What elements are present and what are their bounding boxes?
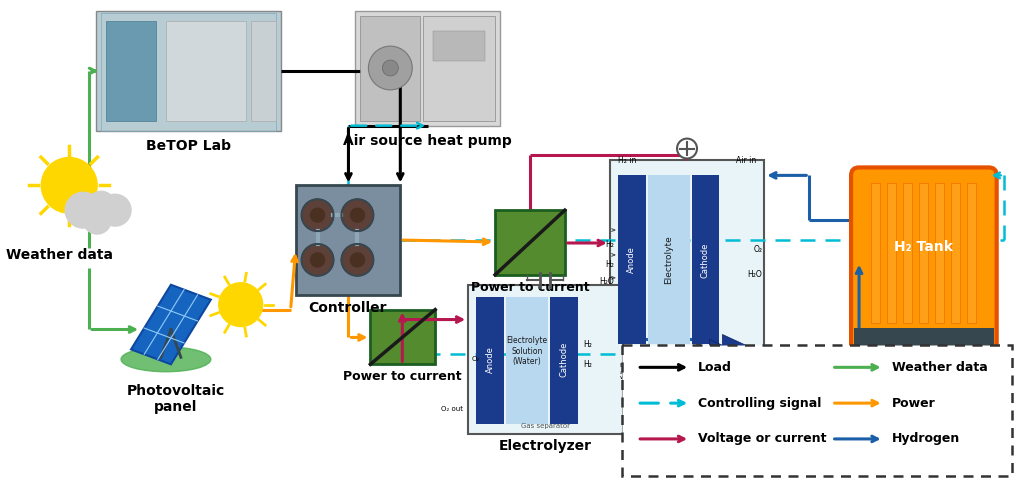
Text: Weather data: Weather data	[6, 248, 114, 262]
Circle shape	[302, 199, 334, 231]
Text: H₂: H₂	[605, 260, 613, 270]
Bar	[106, 21, 156, 121]
Circle shape	[677, 138, 697, 158]
Text: Hydrogen: Hydrogen	[892, 432, 959, 445]
Text: H₂O: H₂O	[599, 277, 613, 286]
Text: Cathode: Cathode	[701, 242, 710, 278]
Bar	[967, 183, 976, 322]
Circle shape	[350, 253, 365, 267]
Bar	[691, 175, 720, 345]
Circle shape	[350, 208, 365, 222]
Text: Weather data: Weather data	[892, 361, 987, 374]
Bar	[919, 183, 928, 322]
Text: O₂: O₂	[472, 356, 480, 363]
Text: Anode: Anode	[485, 346, 495, 373]
Circle shape	[341, 199, 374, 231]
Text: H₂: H₂	[583, 360, 592, 369]
Polygon shape	[696, 345, 730, 374]
FancyBboxPatch shape	[859, 328, 989, 348]
Text: Photovoltaic
panel: Photovoltaic panel	[127, 384, 225, 414]
Ellipse shape	[121, 347, 211, 372]
Text: H₂ in: H₂ in	[617, 156, 636, 166]
Text: Gas separator: Gas separator	[521, 423, 570, 429]
Bar	[371, 310, 435, 364]
Bar	[935, 183, 944, 322]
Circle shape	[87, 191, 115, 219]
Bar	[903, 183, 912, 322]
Text: Air source heat pump: Air source heat pump	[343, 134, 512, 148]
Text: H₂: H₂	[605, 241, 613, 249]
Bar	[951, 183, 959, 322]
Bar	[476, 297, 504, 424]
Text: H₂ out: H₂ out	[628, 406, 649, 412]
Text: Fuel cell: Fuel cell	[654, 363, 719, 378]
Polygon shape	[131, 285, 211, 364]
Bar	[468, 285, 623, 434]
Text: Voltage or current: Voltage or current	[698, 432, 826, 445]
Text: Excess gas
and/or
water out: Excess gas and/or water out	[620, 363, 654, 380]
Bar	[609, 161, 764, 359]
Text: Load: Load	[698, 361, 732, 374]
Text: Electrolyte: Electrolyte	[665, 236, 673, 284]
Bar	[887, 183, 896, 322]
Text: Compressor: Compressor	[708, 399, 792, 412]
Bar	[423, 16, 495, 121]
Circle shape	[369, 46, 413, 90]
FancyBboxPatch shape	[623, 346, 1013, 476]
Text: Anode: Anode	[627, 246, 636, 273]
Text: Unused air
and/or
water out: Unused air and/or water out	[725, 363, 760, 380]
Bar	[617, 175, 646, 345]
Bar	[251, 21, 275, 121]
Polygon shape	[722, 334, 776, 384]
Circle shape	[219, 283, 263, 327]
Text: Power to current: Power to current	[343, 370, 462, 383]
Bar	[96, 11, 281, 131]
Text: Controller: Controller	[308, 301, 387, 315]
Circle shape	[66, 192, 101, 228]
Bar	[506, 297, 548, 424]
Bar	[495, 210, 565, 275]
Bar	[871, 183, 880, 322]
Circle shape	[341, 244, 374, 276]
Text: Controlling signal: Controlling signal	[698, 396, 821, 409]
Text: H₂ Tank: H₂ Tank	[894, 241, 953, 255]
Circle shape	[99, 194, 131, 226]
Text: Power: Power	[892, 396, 935, 409]
Circle shape	[382, 60, 398, 76]
Circle shape	[310, 253, 325, 267]
Bar	[101, 14, 275, 131]
Text: BeTOP Lab: BeTOP Lab	[145, 138, 230, 152]
Circle shape	[302, 244, 334, 276]
Bar	[854, 328, 993, 352]
Text: H₂O: H₂O	[748, 270, 762, 279]
Text: Power to current: Power to current	[471, 281, 589, 294]
Bar	[166, 21, 246, 121]
Circle shape	[310, 208, 325, 222]
Text: Electrolyte
Solution
(Water): Electrolyte Solution (Water)	[507, 336, 548, 366]
Bar	[647, 175, 689, 345]
Text: H₂: H₂	[583, 340, 592, 349]
Text: O₂: O₂	[754, 245, 762, 255]
Text: O₂ out: O₂ out	[441, 406, 463, 412]
Bar	[433, 31, 485, 61]
Text: Air in: Air in	[736, 156, 757, 166]
Circle shape	[41, 157, 97, 213]
Circle shape	[83, 206, 111, 234]
Bar	[296, 185, 400, 295]
Text: Hydrogen tank: Hydrogen tank	[865, 357, 982, 371]
Bar	[550, 297, 578, 424]
Bar	[360, 16, 420, 121]
Bar	[355, 11, 500, 126]
FancyBboxPatch shape	[851, 167, 996, 357]
Polygon shape	[710, 339, 754, 379]
Text: Cathode: Cathode	[559, 342, 568, 377]
Text: Electrolyzer: Electrolyzer	[499, 439, 592, 453]
